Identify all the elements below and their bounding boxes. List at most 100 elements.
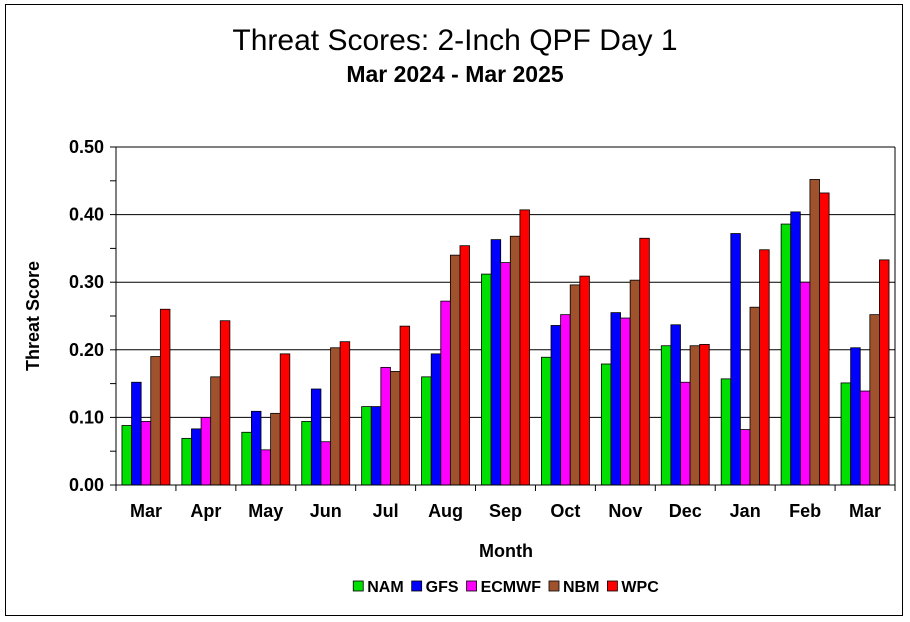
bar-wpc <box>339 341 351 486</box>
bar-nbm <box>689 345 701 486</box>
bar-nam <box>600 363 612 486</box>
x-tick-label: Aug <box>428 501 463 521</box>
bar-gfs <box>550 325 562 486</box>
y-axis-label: Threat Score <box>23 261 43 371</box>
bar-nam <box>361 406 372 486</box>
y-tick-label: 0.00 <box>69 475 104 495</box>
bar-ecmwf <box>320 441 331 486</box>
bar-gfs <box>430 353 442 486</box>
bar-nam <box>181 437 192 486</box>
bar-gfs <box>131 381 142 486</box>
x-tick-label: Oct <box>550 501 580 521</box>
x-tick-label: Dec <box>669 501 702 521</box>
legend-swatch-nam <box>352 580 364 592</box>
y-tick-label: 0.30 <box>69 272 104 292</box>
bar-wpc <box>459 245 470 486</box>
bar-nam <box>780 223 792 486</box>
bar-nbm <box>569 284 581 486</box>
x-tick-label: Jan <box>730 501 761 521</box>
bar-nbm <box>150 356 161 486</box>
y-tick-label: 0.10 <box>69 407 104 427</box>
bar-nbm <box>749 306 760 486</box>
x-tick-label: Jun <box>310 501 342 521</box>
bar-gfs <box>730 233 741 486</box>
legend-swatch-gfs <box>411 580 423 592</box>
chart-title: Threat Scores: 2-Inch QPF Day 1 <box>232 24 677 57</box>
legend: NAM GFS ECMWF NBM WPC <box>352 579 659 596</box>
bar-ecmwf <box>739 429 751 486</box>
bar-gfs <box>790 211 801 486</box>
bar-wpc <box>819 192 830 486</box>
bar-nbm <box>509 235 521 486</box>
legend-label-gfs: GFS <box>426 579 459 596</box>
chart-subtitle: Mar 2024 - Mar 2025 <box>346 61 564 87</box>
bar-nam <box>241 431 252 486</box>
bar-nam <box>660 345 672 486</box>
bar-gfs <box>191 428 202 486</box>
bar-nbm <box>809 179 820 486</box>
legend-swatch-nbm <box>548 580 560 592</box>
bar-nbm <box>270 412 281 486</box>
bar-nbm <box>390 371 401 486</box>
bar-wpc <box>879 259 890 486</box>
bar-nam <box>301 421 312 486</box>
bar-wpc <box>159 308 171 486</box>
x-tick-label: Mar <box>849 501 881 521</box>
legend-label-nam: NAM <box>367 579 403 596</box>
bar-gfs <box>610 312 621 486</box>
bar-wpc <box>519 209 530 486</box>
legend-label-wpc: WPC <box>621 579 659 596</box>
bar-wpc <box>399 325 411 486</box>
bar-nbm <box>210 376 221 486</box>
bar-wpc <box>759 249 770 486</box>
axes <box>110 146 896 491</box>
y-tick-label: 0.40 <box>69 205 104 225</box>
bar-ecmwf <box>140 421 152 486</box>
x-tick-label: Sep <box>489 501 522 521</box>
bar-wpc <box>279 353 291 486</box>
bar-gfs <box>251 410 262 486</box>
bar-ecmwf <box>380 366 391 486</box>
x-tick-label: Feb <box>789 501 821 521</box>
x-tick-label: Jul <box>373 501 399 521</box>
y-tick-labels: 0.00 0.10 0.20 0.30 0.40 0.50 <box>69 137 104 495</box>
bar-wpc <box>699 343 710 486</box>
bar-wpc <box>639 237 650 486</box>
bar-nam <box>481 273 492 486</box>
bar-gfs <box>850 347 861 486</box>
y-tick-label: 0.20 <box>69 340 104 360</box>
bar-nbm <box>330 347 341 486</box>
bar-nbm <box>449 254 461 486</box>
legend-swatch-wpc <box>607 580 618 592</box>
legend-label-ecmwf: ECMWF <box>481 579 542 596</box>
bar-ecmwf <box>799 281 811 486</box>
bar-wpc <box>579 275 590 486</box>
bar-gfs <box>670 324 681 486</box>
bar-ecmwf <box>620 317 631 486</box>
bar-nam <box>720 378 732 486</box>
bar-nbm <box>629 279 641 486</box>
bar-ecmwf <box>500 262 511 486</box>
bar-nam <box>541 356 552 486</box>
bar-gfs <box>490 239 502 486</box>
x-tick-label: Nov <box>608 501 642 521</box>
bar-nam <box>840 382 852 486</box>
x-axis-label: Month <box>479 541 533 561</box>
x-tick-label: Mar <box>130 501 162 521</box>
bar-gfs <box>370 406 382 486</box>
bar-ecmwf <box>560 314 571 486</box>
legend-swatch-ecmwf <box>466 580 477 592</box>
x-tick-labels: Mar Apr May Jun Jul Aug Sep Oct Nov Dec Jan Feb Mar <box>130 501 881 521</box>
bar-ecmwf <box>859 390 871 486</box>
bars <box>121 179 890 486</box>
x-tick-label: May <box>248 501 283 521</box>
bar-wpc <box>219 320 231 486</box>
bar-nam <box>421 376 432 486</box>
legend-label-nbm: NBM <box>563 579 599 596</box>
y-tick-label: 0.50 <box>69 137 104 157</box>
bar-ecmwf <box>200 416 212 486</box>
bar-ecmwf <box>680 381 691 486</box>
bar-nbm <box>869 314 880 486</box>
x-tick-label: Apr <box>190 501 221 521</box>
